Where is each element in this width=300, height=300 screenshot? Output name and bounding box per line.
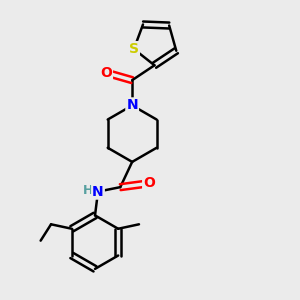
Text: H: H: [82, 184, 93, 196]
Text: N: N: [126, 98, 138, 112]
Text: S: S: [129, 42, 139, 56]
Text: O: O: [100, 66, 112, 80]
Text: O: O: [143, 176, 155, 190]
Text: N: N: [92, 184, 104, 199]
